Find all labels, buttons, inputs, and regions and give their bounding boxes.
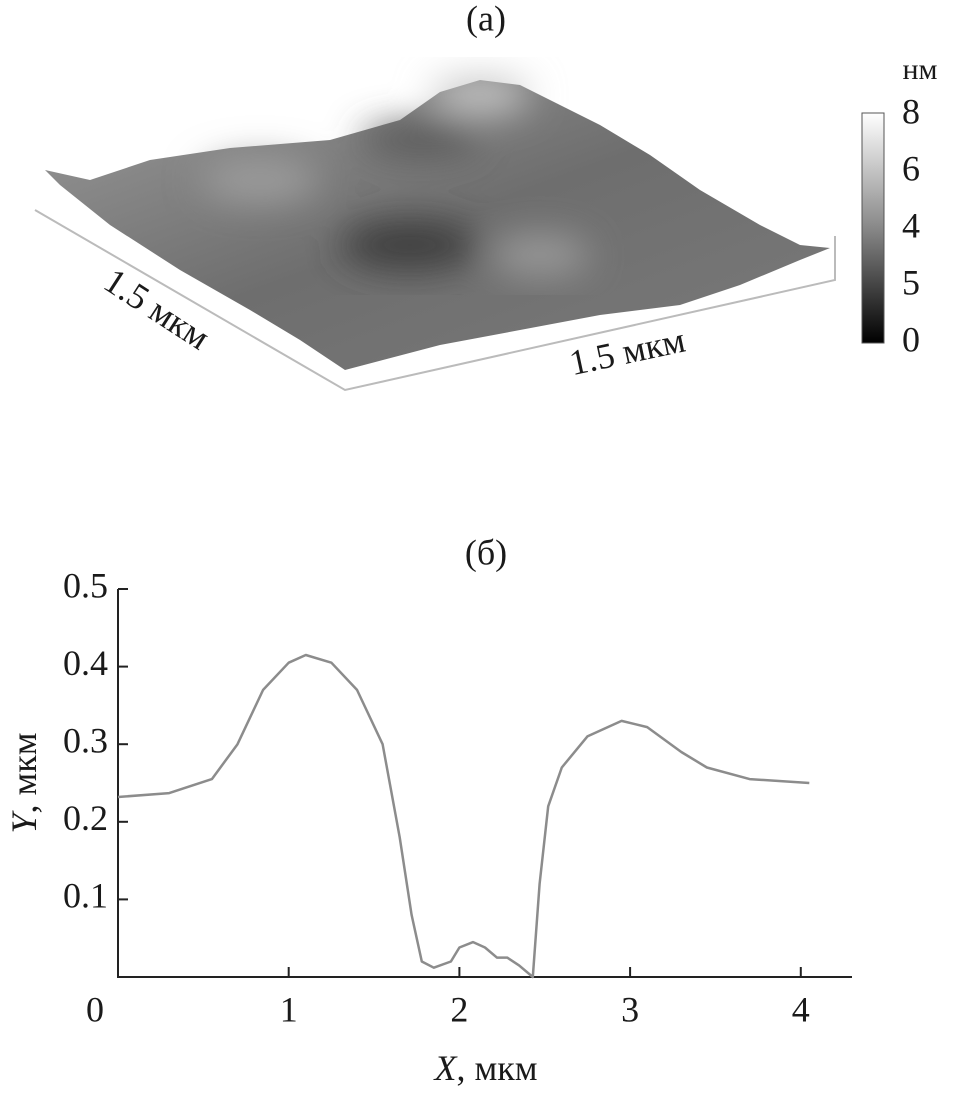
x-axis-label: X, мкм (432, 1048, 537, 1088)
y-tick-label: 0.2 (63, 798, 108, 838)
colorbar-tick-label: 0 (902, 319, 920, 359)
surface-axis-label: 1.5 мкм (566, 320, 689, 383)
y-tick-label: 0.3 (63, 720, 108, 760)
x-tick-label: 1 (280, 989, 298, 1029)
panel-title: (а) (466, 0, 506, 38)
y-tick-label: 0.4 (63, 643, 108, 683)
x-tick-label: 3 (621, 989, 639, 1029)
colorbar-ticks: 8 6 4 5 0 (902, 91, 920, 359)
colorbar (861, 112, 885, 344)
panel-title: (б) (465, 532, 507, 572)
x-tick-label: 2 (450, 989, 468, 1029)
colorbar-tick-label: 5 (902, 262, 920, 302)
surface-shading (200, 77, 590, 275)
y-tick-label: 0.5 (63, 565, 108, 605)
colorbar-tick-label: 4 (902, 205, 920, 245)
axes (117, 589, 852, 978)
y-axis-label: Y, мкм (4, 732, 44, 833)
colorbar-tick-label: 6 (902, 148, 920, 188)
x-tick-label: 4 (792, 989, 810, 1029)
colorbar-tick-label: 8 (902, 91, 920, 131)
x-tick-label: 0 (86, 989, 104, 1029)
profile-line (117, 653, 810, 979)
colorbar-label: нм (902, 53, 937, 86)
y-tick-label: 0.1 (63, 876, 108, 916)
surface-box (34, 209, 836, 392)
